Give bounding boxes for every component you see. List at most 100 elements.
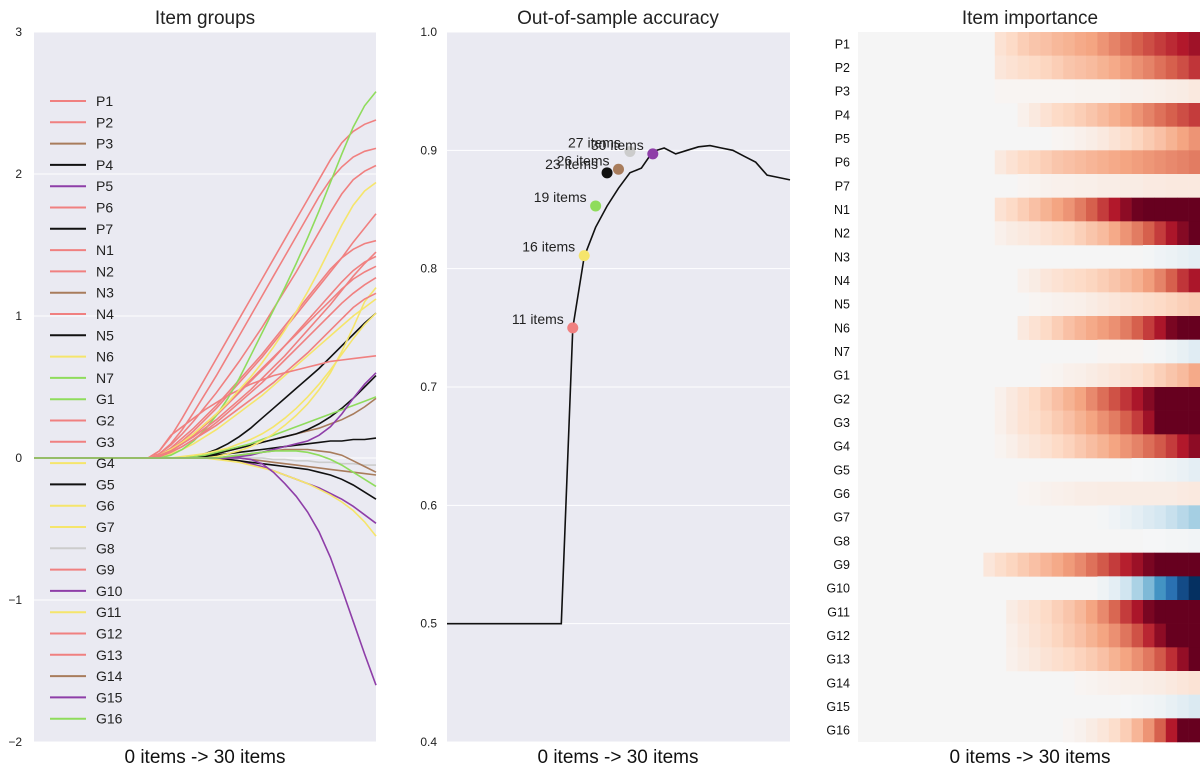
heatmap-cell: [1063, 623, 1075, 648]
heatmap-cell: [1177, 576, 1189, 601]
heatmap-cell: [1120, 79, 1132, 104]
heatmap-cell: [1120, 292, 1132, 317]
heatmap-cell: [1177, 718, 1189, 743]
heatmap-cell: [1154, 458, 1167, 482]
item-groups-ytick-label: 1: [15, 309, 22, 323]
heatmap-cell: [1188, 410, 1200, 435]
accuracy-ytick-label: 0.7: [420, 380, 437, 394]
legend-label-g14: G14: [96, 668, 123, 684]
heatmap-cell: [994, 197, 1007, 222]
heatmap-row-label: P1: [835, 37, 850, 51]
legend-label-g10: G10: [96, 583, 123, 599]
heatmap-cell: [1143, 458, 1155, 482]
heatmap-cell: [1108, 410, 1121, 435]
heatmap-cell: [1154, 339, 1167, 364]
heatmap-cell: [1120, 671, 1132, 695]
heatmap-cell: [1143, 55, 1155, 80]
heatmap-cell: [1154, 292, 1167, 317]
accuracy-xlabel: 0 items -> 30 items: [537, 747, 698, 767]
heatmap-cell: [1131, 103, 1144, 127]
heatmap-cell: [1143, 600, 1155, 624]
heatmap-cell: [1120, 410, 1132, 435]
heatmap-cell: [1177, 363, 1189, 388]
heatmap-cell: [1165, 576, 1178, 601]
heatmap-cell: [1143, 576, 1155, 601]
legend-label-n6: N6: [96, 349, 114, 365]
heatmap-row-label: G11: [827, 605, 850, 619]
heatmap-cell: [1017, 552, 1030, 577]
accuracy-title: Out-of-sample accuracy: [517, 8, 719, 29]
heatmap-cell: [1086, 434, 1098, 459]
heatmap-cell: [1108, 221, 1121, 246]
heatmap-cell: [1177, 221, 1189, 246]
heatmap-cell: [1040, 174, 1053, 198]
heatmap-cell: [1154, 316, 1167, 340]
heatmap-cell: [1177, 458, 1189, 482]
heatmap-cell: [1097, 600, 1110, 624]
heatmap-cell: [1188, 245, 1200, 269]
heatmap-cell: [1086, 600, 1098, 624]
heatmap-cell: [1074, 387, 1087, 411]
heatmap-cell: [1177, 79, 1189, 104]
heatmap-cell: [1051, 55, 1064, 80]
legend-label-g15: G15: [96, 689, 123, 705]
heatmap-cell: [1006, 387, 1018, 411]
legend-label-p2: P2: [96, 114, 113, 130]
heatmap-cell: [1188, 694, 1200, 719]
heatmap-cell: [1051, 268, 1064, 293]
heatmap-cell: [1006, 79, 1018, 104]
heatmap-cell: [1131, 718, 1144, 743]
heatmap-cell: [1051, 32, 1064, 56]
heatmap-cell: [1154, 221, 1167, 246]
heatmap-cell: [1108, 623, 1121, 648]
heatmap-cell: [1006, 647, 1018, 672]
heatmap-cell: [1154, 410, 1167, 435]
heatmap-cell: [1017, 434, 1030, 459]
heatmap-cell: [1029, 623, 1041, 648]
heatmap-cell: [1143, 410, 1155, 435]
accuracy-grid: [447, 31, 790, 743]
heatmap-cell: [1120, 339, 1132, 364]
heatmap-row-label: P6: [835, 156, 850, 170]
heatmap-cell: [1120, 221, 1132, 246]
heatmap-cell: [1040, 150, 1053, 175]
heatmap-cell: [1165, 126, 1178, 151]
heatmap-cell: [1165, 481, 1178, 506]
heatmap-row-label: G14: [826, 676, 850, 690]
heatmap-cell: [1017, 174, 1030, 198]
heatmap-cell: [1165, 316, 1178, 340]
heatmap-cell: [1040, 363, 1053, 388]
heatmap-cell: [1131, 55, 1144, 80]
heatmap-cell: [1040, 55, 1053, 80]
heatmap-cell: [1120, 126, 1132, 151]
heatmap-cell: [1006, 197, 1018, 222]
legend-label-g4: G4: [96, 455, 115, 471]
heatmap-cell: [1040, 103, 1053, 127]
heatmap-cell: [1143, 647, 1155, 672]
heatmap-cell: [1165, 245, 1178, 269]
heatmap-cell: [1051, 363, 1064, 388]
heatmap-cell: [1006, 150, 1018, 175]
heatmap-cell: [1177, 126, 1189, 151]
heatmap-cell: [1063, 32, 1075, 56]
heatmap-cell: [1188, 126, 1200, 151]
heatmap-cell: [1029, 150, 1041, 175]
heatmap-cell: [1120, 600, 1132, 624]
heatmap-cell: [1074, 55, 1087, 80]
heatmap-cell: [1177, 647, 1189, 672]
heatmap-cell: [1006, 55, 1018, 80]
heatmap-cell: [1017, 600, 1030, 624]
heatmap-cell: [1188, 268, 1200, 293]
heatmap-cell: [1188, 505, 1200, 530]
heatmap-cell: [1131, 694, 1144, 719]
heatmap-cell: [1017, 103, 1030, 127]
heatmap-cell: [1097, 552, 1110, 577]
heatmap-cell: [1165, 600, 1178, 624]
heatmap-cell: [1188, 671, 1200, 695]
heatmap-cell: [1086, 410, 1098, 435]
legend-label-p4: P4: [96, 157, 113, 173]
heatmap-cell: [1108, 671, 1121, 695]
heatmap-cell: [1120, 197, 1132, 222]
